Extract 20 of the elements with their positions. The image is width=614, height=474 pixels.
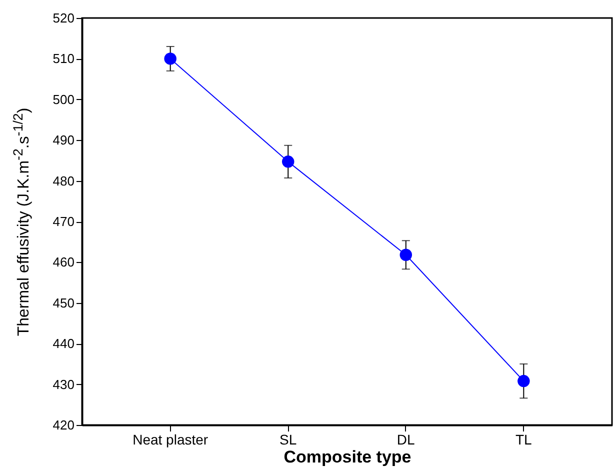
y-tick-label: 520 [52,10,74,26]
y-tick-label: 440 [52,336,74,352]
point [282,156,294,168]
y-tick-label: 500 [52,92,74,107]
point [518,374,530,388]
x-tick-label: DL [396,432,416,448]
x-tick-label: TL [515,432,532,448]
y-tick-label: 510 [52,51,74,66]
y-tick-label: 460 [52,254,74,270]
y-tick-label: 480 [52,173,74,188]
y-tick-label: 450 [52,295,74,310]
y-tick-label: 470 [52,214,74,229]
point [164,52,176,65]
x-tick-label: SL [280,432,297,448]
x-tick-label: Neat plaster [132,432,208,448]
point [400,248,412,261]
y-tick-label: 420 [52,418,74,432]
y-tick-label: 490 [52,132,74,148]
x-axis-title: Composite type [284,448,412,466]
y-tick-label: 430 [52,376,74,392]
